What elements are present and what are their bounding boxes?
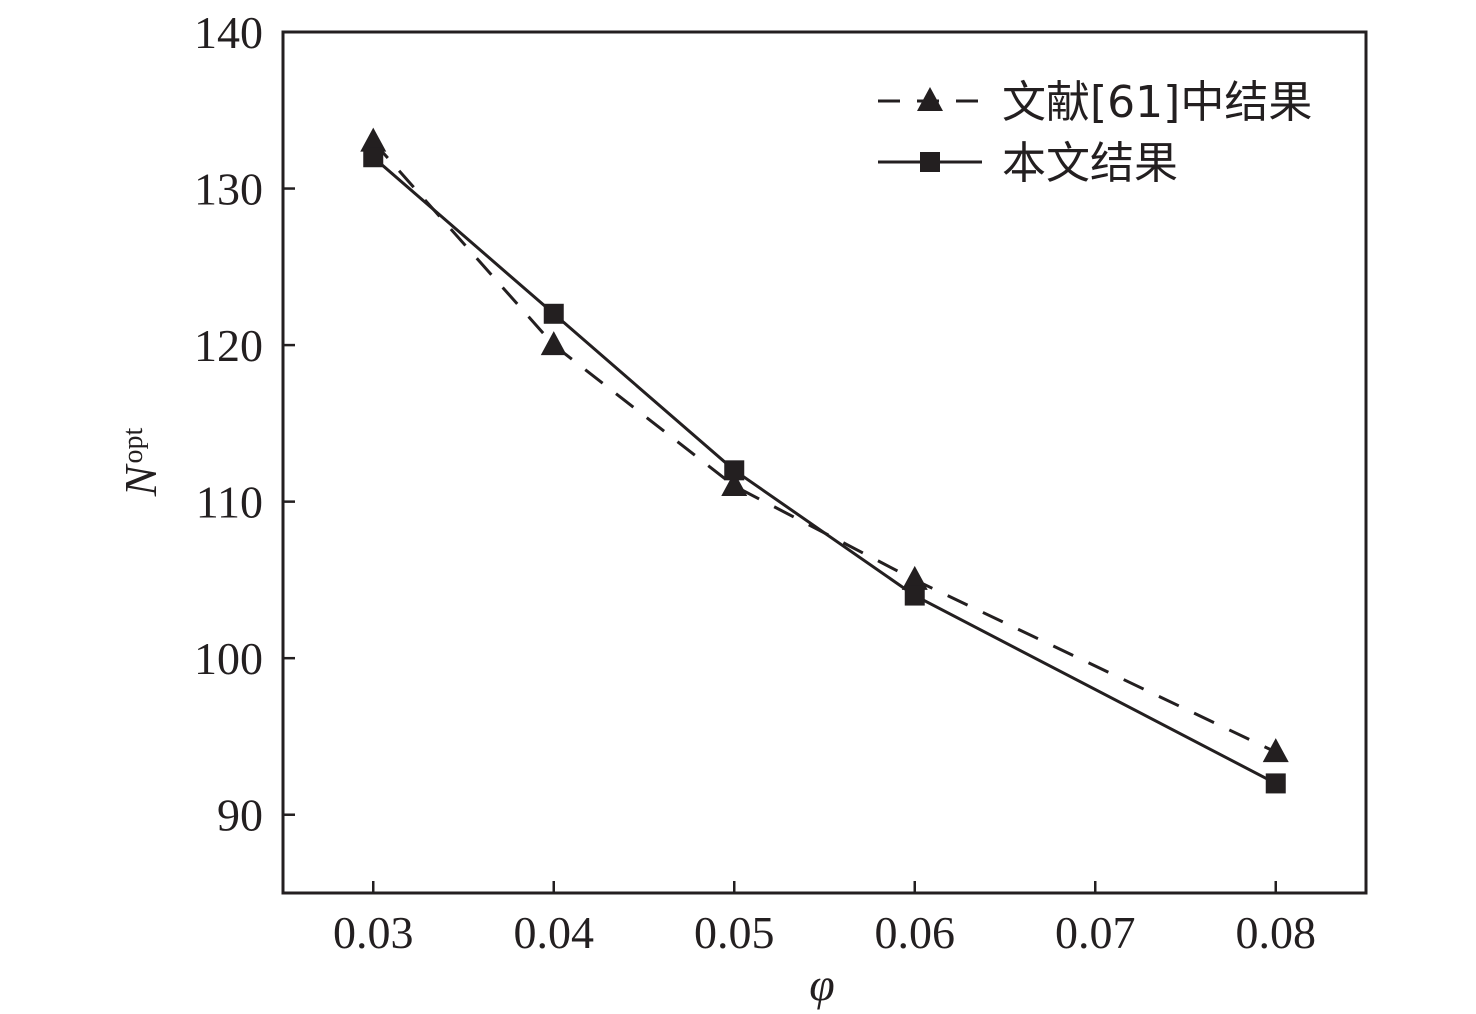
series-1-point-2 <box>724 460 745 481</box>
legend: 文献[61]中结果 本文结果 <box>878 77 1312 189</box>
plot-frame <box>281 30 1368 895</box>
legend-swatch-ref61-marker <box>917 87 943 111</box>
legend-entry-this-work: 本文结果 <box>878 138 1178 189</box>
series-1-point-4 <box>1265 773 1286 794</box>
series-1-point-0 <box>363 147 384 168</box>
y-tick-label-1: 100 <box>194 633 263 684</box>
y-tick-label-5: 140 <box>194 7 263 58</box>
x-axis-ticks: 0.03 0.04 0.05 0.06 0.07 0.08 <box>333 881 1316 958</box>
series-line-0 <box>372 140 1277 754</box>
series-0-point-2 <box>721 471 748 496</box>
x-tick-label-1: 0.04 <box>514 907 595 958</box>
y-tick-label-3: 120 <box>194 320 263 371</box>
legend-label-ref61: 文献[61]中结果 <box>1002 77 1312 128</box>
series-0-point-1 <box>540 331 567 356</box>
y-axis-label-sub: opt <box>118 428 149 464</box>
y-tick-label-0: 90 <box>217 790 263 841</box>
y-axis-label: Nopt <box>115 428 166 498</box>
series-0-point-3 <box>901 565 928 590</box>
x-tick-label-5: 0.08 <box>1236 907 1317 958</box>
legend-entry-ref61: 文献[61]中结果 <box>878 77 1312 128</box>
plot-markers <box>360 127 1289 794</box>
x-axis-label: φ <box>809 959 834 1010</box>
y-tick-label-2: 110 <box>196 477 263 528</box>
series-1-point-1 <box>543 303 564 324</box>
plot-lines <box>372 140 1277 785</box>
y-axis-label-main: N <box>115 463 166 497</box>
x-tick-label-2: 0.05 <box>694 907 775 958</box>
x-tick-label-4: 0.07 <box>1055 907 1136 958</box>
legend-label-this-work: 本文结果 <box>1002 138 1178 189</box>
y-axis-ticks: 90 100 110 120 130 140 <box>194 7 295 841</box>
series-0-point-0 <box>360 127 387 152</box>
x-tick-label-3: 0.06 <box>875 907 956 958</box>
series-line-1 <box>372 156 1277 785</box>
x-tick-label-0: 0.03 <box>333 907 414 958</box>
series-0-point-4 <box>1262 738 1289 763</box>
series-1-point-3 <box>904 585 925 606</box>
legend-swatch-this-work-marker <box>920 152 940 172</box>
y-tick-label-4: 130 <box>194 164 263 215</box>
